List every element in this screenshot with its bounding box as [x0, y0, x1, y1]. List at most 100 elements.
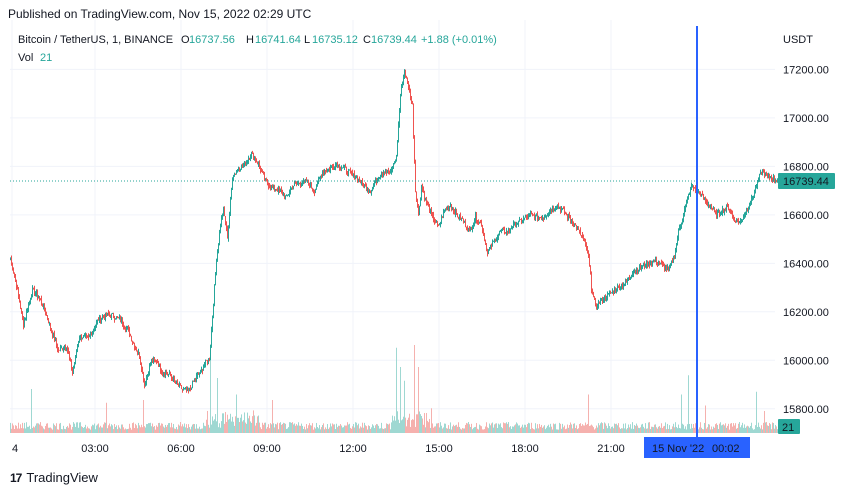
volume-bar: [197, 428, 198, 433]
volume-bar: [210, 350, 211, 433]
volume-bar: [365, 425, 366, 433]
volume-bar: [738, 423, 739, 433]
volume-bar: [402, 419, 403, 433]
volume-bar: [535, 423, 536, 433]
volume-bar: [379, 428, 380, 433]
volume-bar: [387, 423, 388, 433]
volume-bar: [695, 423, 696, 433]
volume-bar: [457, 426, 458, 433]
volume-bar: [223, 413, 224, 433]
volume-bar: [422, 418, 423, 433]
time-tick-label: 15:00: [425, 443, 453, 455]
volume-bar: [503, 422, 504, 433]
volume-bar: [760, 428, 761, 433]
volume-bar: [618, 423, 619, 433]
volume-bar: [688, 375, 689, 433]
volume-bar: [323, 423, 324, 433]
volume-bar: [625, 423, 626, 433]
chart-grid: [10, 20, 775, 433]
volume-bar: [302, 425, 303, 433]
volume-bar: [572, 428, 573, 433]
volume-bar: [205, 426, 206, 433]
volume-bar: [732, 426, 733, 433]
volume-bar: [469, 424, 470, 433]
volume-bar: [529, 423, 530, 433]
volume-bar: [143, 400, 144, 433]
volume-bar: [703, 429, 704, 433]
volume-bar: [266, 428, 267, 433]
volume-bar: [640, 427, 641, 433]
volume-bar: [655, 424, 656, 433]
volume-bar: [161, 423, 162, 433]
volume-bar: [518, 425, 519, 433]
volume-bar: [693, 424, 694, 433]
volume-bar: [41, 425, 42, 433]
volume-bar: [112, 425, 113, 433]
volume-bar: [629, 427, 630, 433]
volume-bar: [140, 427, 141, 433]
volume-bar: [622, 428, 623, 433]
volume-bar: [657, 428, 658, 433]
volume-bar: [737, 427, 738, 433]
volume-bar: [496, 423, 497, 433]
volume-bar: [597, 427, 598, 433]
volume-bar: [307, 428, 308, 433]
volume-bar: [10, 422, 11, 433]
volume-bar: [709, 424, 710, 433]
volume-bar: [571, 424, 572, 433]
volume-bar: [384, 428, 385, 433]
volume-bar: [133, 422, 134, 433]
volume-bar: [705, 405, 706, 433]
volume-bar: [552, 429, 553, 433]
volume-bar: [584, 425, 585, 433]
volume-bar: [128, 428, 129, 433]
brand-name: TradingView: [26, 470, 98, 485]
candlesticks: [10, 69, 778, 394]
volume-bar: [273, 423, 274, 433]
volume-bar: [255, 425, 256, 433]
volume-bar: [226, 421, 227, 433]
volume-bar: [409, 413, 410, 433]
volume-bar: [55, 426, 56, 433]
volume-bar: [313, 429, 314, 433]
volume-bar: [474, 427, 475, 433]
volume-bar: [271, 424, 272, 433]
volume-bar: [245, 422, 246, 433]
volume-bar: [466, 422, 467, 433]
volume-bar: [478, 429, 479, 433]
volume-bar: [23, 428, 24, 433]
volume-bar: [404, 380, 405, 433]
volume-bar: [735, 423, 736, 433]
tradingview-brand[interactable]: 17 TradingView: [10, 470, 98, 485]
volume-label: Vol: [18, 52, 33, 64]
volume-bar: [193, 423, 194, 433]
volume-bar: [369, 426, 370, 433]
volume-bar: [593, 427, 594, 433]
volume-bar: [270, 423, 271, 433]
volume-bar: [762, 429, 763, 433]
volume-bar: [225, 411, 226, 433]
volume-bar: [179, 425, 180, 433]
volume-bar: [441, 425, 442, 433]
volume-bar: [96, 425, 97, 433]
open-label: O: [181, 34, 190, 46]
volume-bar: [221, 421, 222, 433]
volume-bar: [310, 425, 311, 433]
volume-bar: [176, 427, 177, 433]
volume-bar: [740, 427, 741, 433]
volume-bar: [708, 424, 709, 433]
close-value: 16739.44: [371, 34, 417, 46]
volume-bar: [148, 423, 149, 433]
volume-bar: [664, 425, 665, 433]
volume-bar: [731, 423, 732, 433]
volume-bar: [167, 424, 168, 433]
volume-bar: [180, 422, 181, 433]
volume-bar: [79, 422, 80, 433]
volume-bar: [400, 367, 401, 433]
volume-bar: [568, 427, 569, 433]
volume-bar: [648, 422, 649, 433]
volume-bar: [251, 422, 252, 433]
volume-bar: [72, 426, 73, 433]
volume-bar: [177, 429, 178, 433]
